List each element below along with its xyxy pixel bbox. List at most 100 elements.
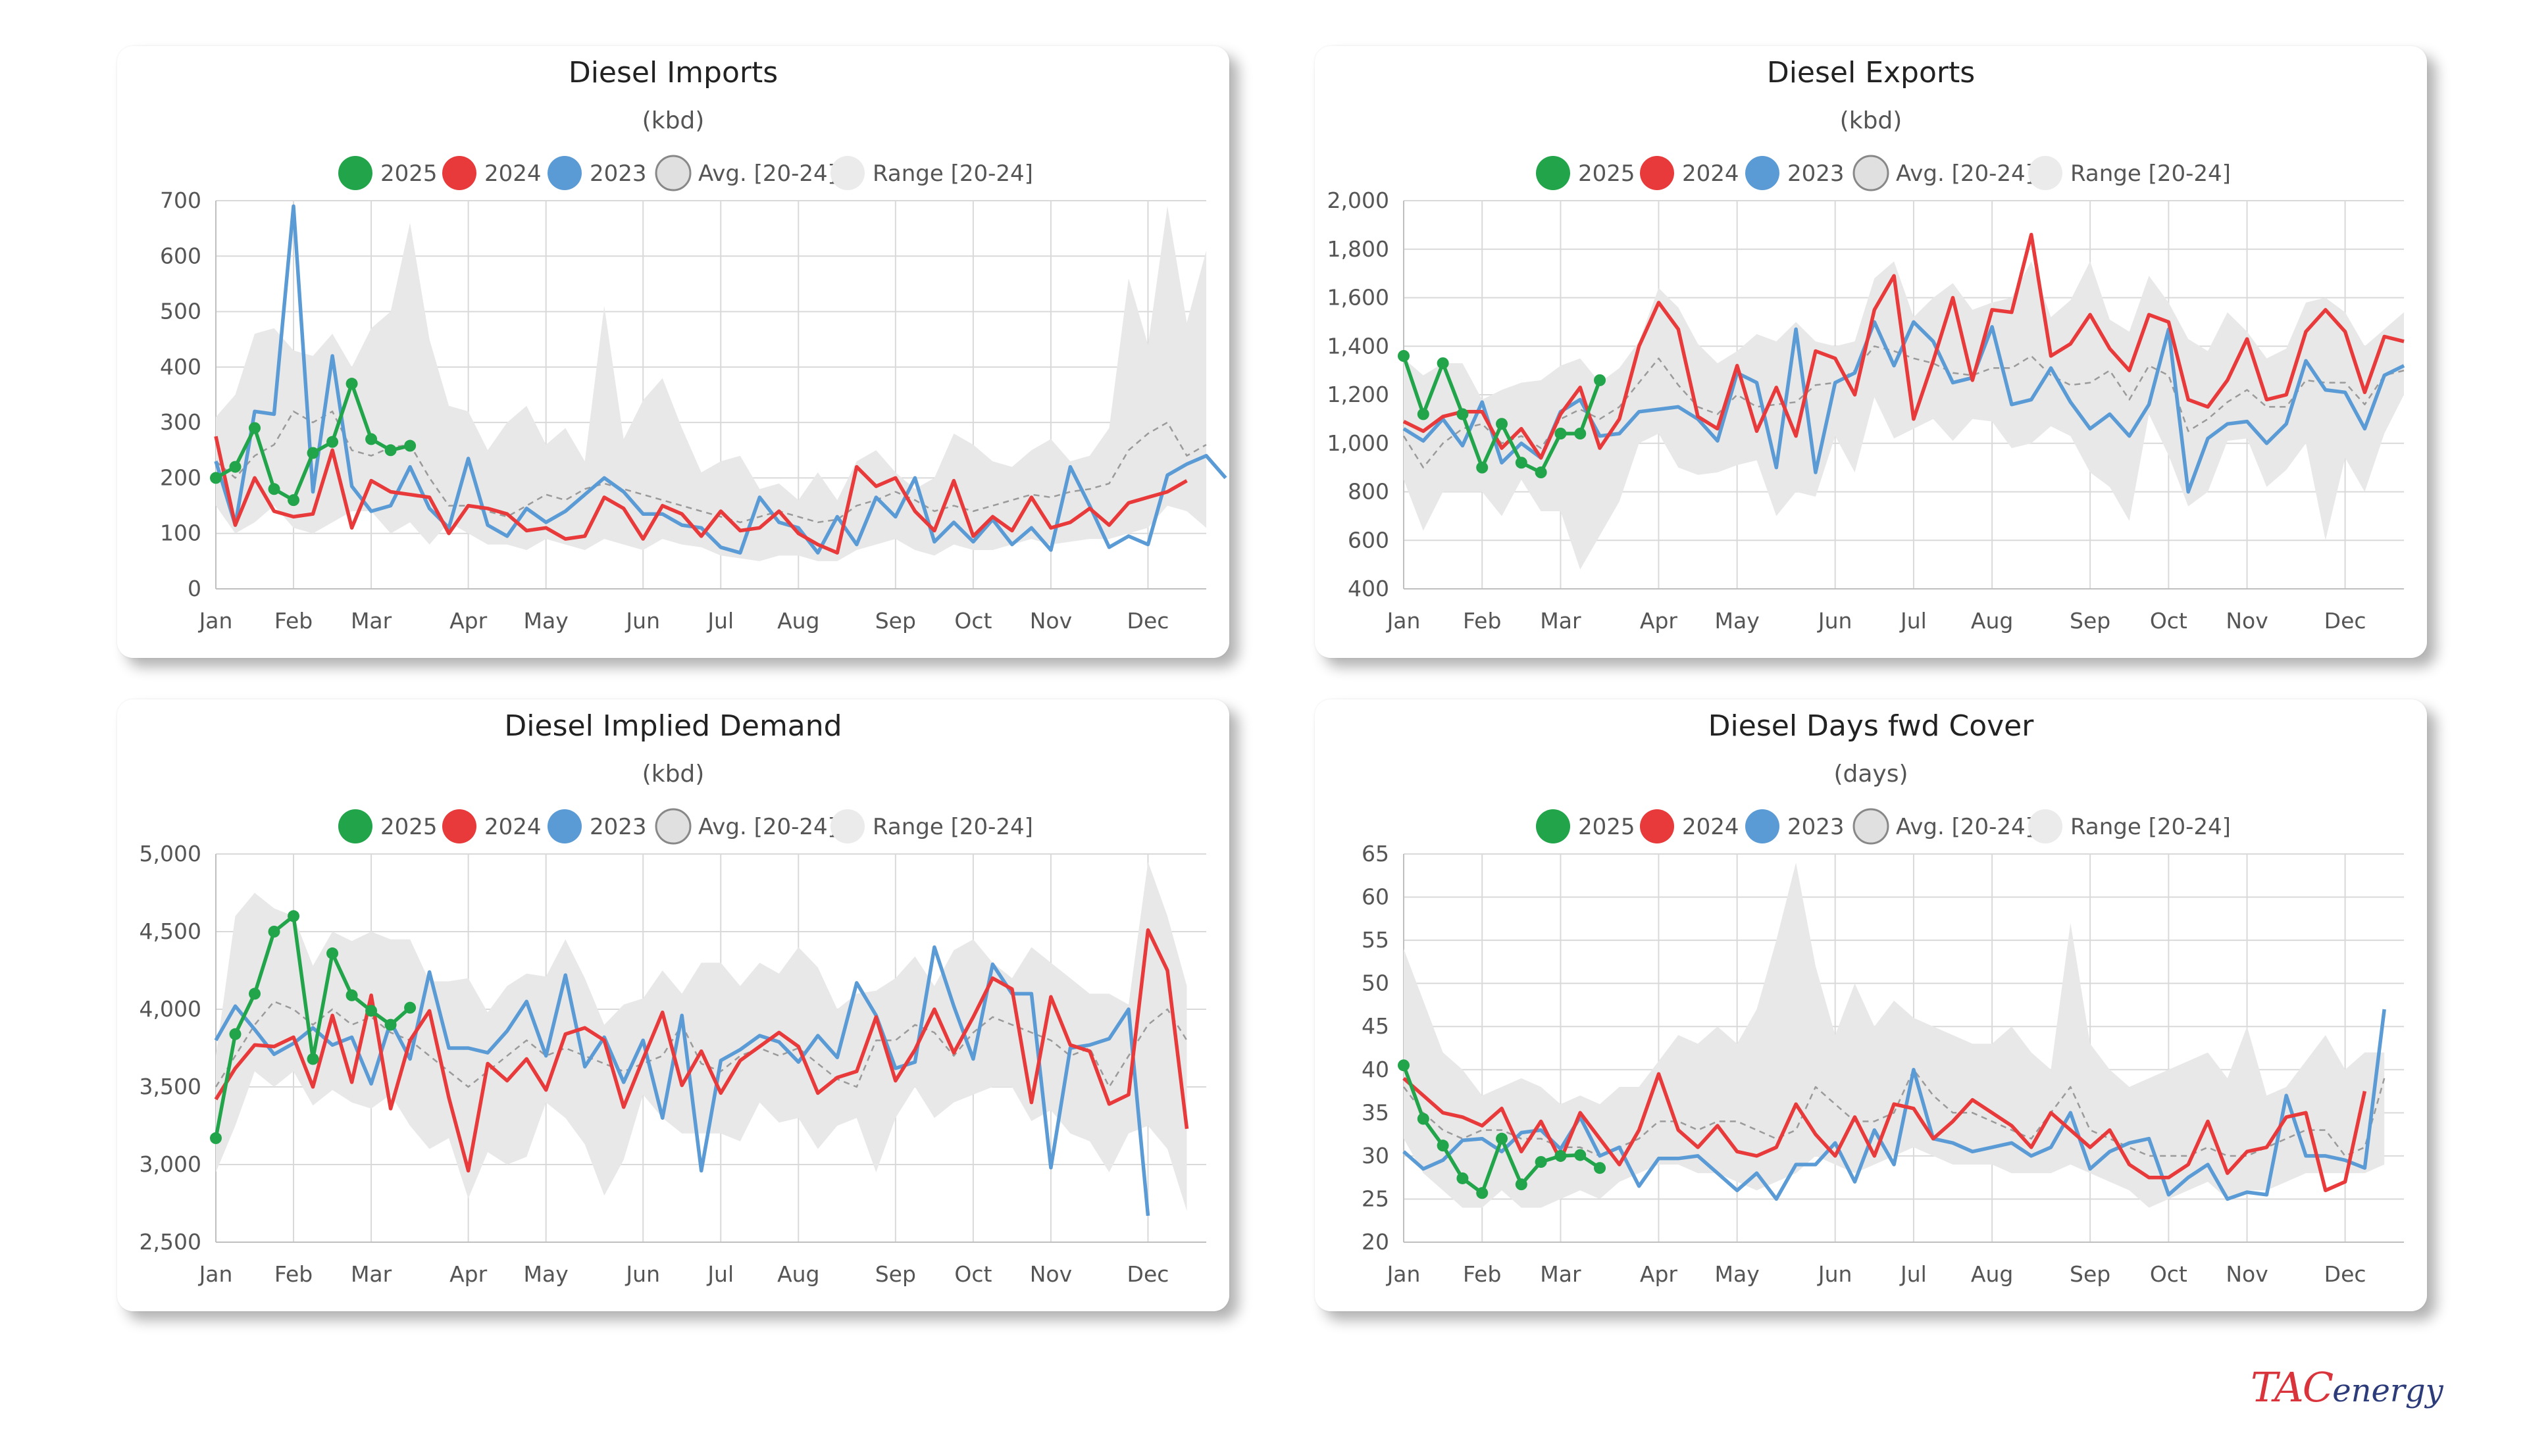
exports-chart[interactable]: Diesel Exports (kbd) 2025 2024 2023 Avg. [20-… [1315, 46, 2427, 658]
chart-title: Diesel Days fwd Cover [1708, 709, 2035, 743]
data-point-2025[interactable] [1574, 428, 1587, 439]
data-point-2025[interactable] [268, 926, 280, 938]
data-point-2025[interactable] [1398, 350, 1410, 362]
data-point-2025[interactable] [404, 439, 417, 452]
legend-item[interactable]: Avg. [20-24] [1852, 808, 2034, 845]
chart-unit: (kbd) [642, 107, 705, 134]
legend-item[interactable]: Avg. [20-24] [1852, 155, 2034, 191]
x-tick-label: Jun [1817, 1261, 1852, 1287]
data-point-2025[interactable] [1515, 1178, 1527, 1191]
legend-item[interactable]: 2025 [1536, 156, 1635, 190]
data-point-2025[interactable] [1476, 1187, 1489, 1199]
data-point-2025[interactable] [1535, 1156, 1547, 1168]
legend-item[interactable]: Range [20-24] [830, 156, 1033, 190]
x-tick-label: Jan [198, 608, 233, 634]
series-line-2024[interactable] [1402, 232, 2405, 460]
data-point-2025[interactable] [1535, 466, 1547, 478]
data-point-2025[interactable] [1417, 1113, 1429, 1125]
data-point-2025[interactable] [326, 436, 339, 448]
legend-item[interactable]: 2024 [1640, 156, 1739, 190]
legend-item[interactable]: 2024 [1640, 809, 1739, 843]
legend-item[interactable]: Range [20-24] [2028, 809, 2231, 843]
x-tick-label: Aug [1971, 1261, 2013, 1287]
legend-item[interactable]: 2023 [548, 809, 647, 843]
data-point-2025[interactable] [365, 433, 378, 445]
y-tick-label: 600 [1348, 527, 1389, 553]
y-tick-label: 65 [1362, 841, 1389, 866]
data-point-2025[interactable] [210, 472, 222, 484]
data-point-2025[interactable] [307, 447, 319, 459]
series-line-2023[interactable] [214, 204, 1227, 555]
legend-item[interactable]: 2023 [1745, 809, 1845, 843]
data-point-2025[interactable] [1437, 357, 1449, 370]
legend-item[interactable]: 2024 [442, 156, 542, 190]
legend-swatch [655, 808, 692, 845]
data-point-2025[interactable] [384, 444, 397, 457]
legend-item[interactable]: 2025 [338, 809, 438, 843]
series-line-2023[interactable] [1402, 1009, 2386, 1201]
data-point-2025[interactable] [1554, 428, 1567, 439]
data-point-2025[interactable] [345, 378, 358, 390]
legend-item[interactable]: 2025 [338, 156, 438, 190]
data-point-2025[interactable] [365, 1005, 378, 1017]
data-point-2025[interactable] [288, 494, 300, 507]
series-line-avg-20-24-[interactable] [215, 1000, 1188, 1088]
data-point-2025[interactable] [268, 483, 280, 495]
data-point-2025[interactable] [1417, 408, 1429, 420]
data-point-2025[interactable] [1398, 1059, 1410, 1072]
legend-swatch [2028, 156, 2062, 190]
legend-item[interactable]: Avg. [20-24] [655, 155, 836, 191]
y-tick-label: 3,000 [140, 1151, 201, 1177]
series-line-avg-20-24-[interactable] [215, 411, 1207, 524]
data-point-2025[interactable] [1594, 374, 1606, 386]
imports-chart[interactable]: Diesel Imports (kbd) 2025 2024 2023 Avg. [20-… [117, 46, 1229, 658]
legend-label: Avg. [20-24] [1896, 814, 2034, 840]
data-point-2025[interactable] [1496, 418, 1508, 430]
data-point-2025[interactable] [1574, 1149, 1587, 1161]
y-tick-label: 400 [160, 354, 201, 380]
legend-swatch [338, 156, 372, 190]
series-line-2023[interactable] [214, 945, 1150, 1217]
x-tick-label: Aug [1971, 608, 2013, 634]
legend-item[interactable]: Range [20-24] [2028, 156, 2231, 190]
days-cover-chart[interactable]: Diesel Days fwd Cover(days)2025 2024 2023 A… [1315, 699, 2427, 1311]
data-point-2025[interactable] [1515, 457, 1527, 469]
data-point-2025[interactable] [249, 988, 261, 1000]
data-point-2025[interactable] [1594, 1162, 1606, 1174]
x-tick-label: Jan [198, 1261, 233, 1287]
data-point-2025[interactable] [1456, 1172, 1469, 1184]
legend-swatch [830, 809, 865, 843]
series-line-2024[interactable] [214, 928, 1189, 1173]
legend-item[interactable]: Range [20-24] [830, 809, 1033, 843]
legend-item[interactable]: 2023 [1745, 156, 1845, 190]
data-point-2025[interactable] [345, 989, 358, 1001]
data-point-2025[interactable] [249, 422, 261, 434]
data-point-2025[interactable] [384, 1018, 397, 1031]
range-band [216, 861, 1187, 1211]
data-point-2025[interactable] [307, 1053, 319, 1065]
data-point-2025[interactable] [1476, 461, 1489, 474]
legend-label: Range [20-24] [2070, 161, 2231, 187]
x-tick-label: Jan [1386, 608, 1421, 634]
y-tick-label: 1,600 [1327, 285, 1389, 311]
y-tick-label: 4,500 [140, 918, 201, 944]
legend-item[interactable]: Avg. [20-24] [655, 808, 836, 845]
data-point-2025[interactable] [210, 1132, 222, 1144]
data-point-2025[interactable] [229, 461, 242, 473]
x-tick-label: Dec [2324, 1261, 2366, 1287]
series-line-2024[interactable] [214, 436, 1188, 555]
legend-swatch [1852, 155, 1889, 191]
legend-item[interactable]: 2023 [548, 156, 647, 190]
legend-item[interactable]: 2025 [1536, 809, 1635, 843]
data-point-2025[interactable] [404, 1001, 417, 1014]
x-tick-label: Jun [625, 608, 660, 634]
data-point-2025[interactable] [1496, 1132, 1508, 1145]
data-point-2025[interactable] [1554, 1149, 1567, 1162]
data-point-2025[interactable] [326, 947, 339, 960]
legend-item[interactable]: 2024 [442, 809, 542, 843]
data-point-2025[interactable] [288, 910, 300, 922]
data-point-2025[interactable] [1456, 408, 1469, 420]
data-point-2025[interactable] [1437, 1140, 1449, 1152]
implied-demand-chart[interactable]: Diesel Implied Demand (kbd) 2025 2024 2023 Av… [117, 699, 1229, 1311]
data-point-2025[interactable] [229, 1028, 242, 1040]
